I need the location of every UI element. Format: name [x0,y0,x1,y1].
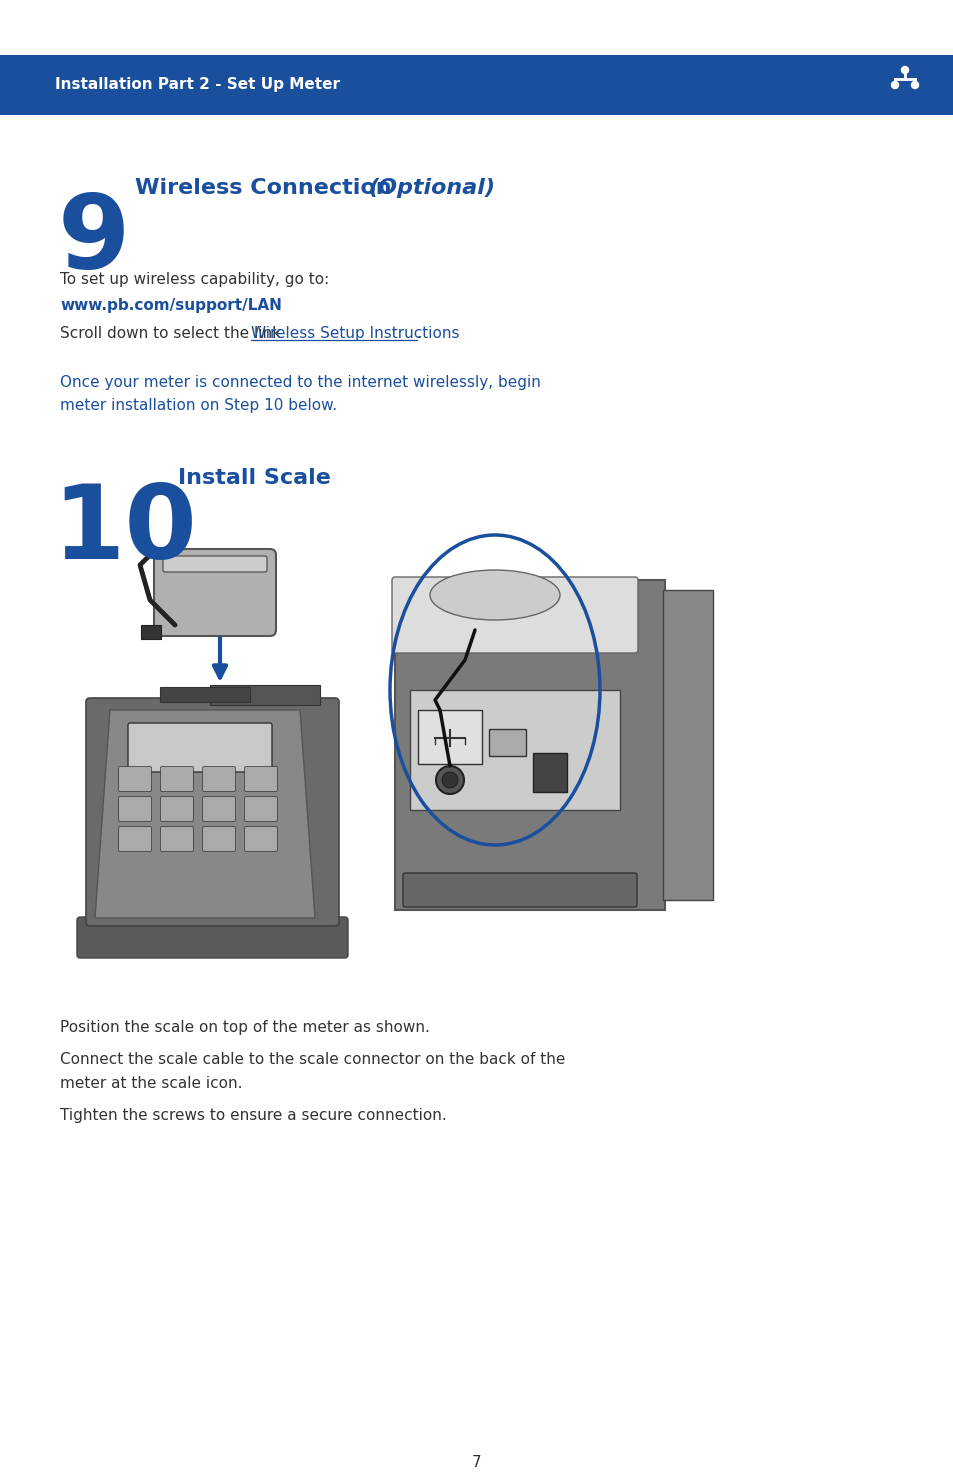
FancyBboxPatch shape [533,754,566,792]
Ellipse shape [430,569,559,620]
FancyBboxPatch shape [160,826,193,851]
FancyBboxPatch shape [244,767,277,792]
Circle shape [901,66,907,74]
FancyBboxPatch shape [160,767,193,792]
Polygon shape [95,709,314,917]
Text: meter installation on Step 10 below.: meter installation on Step 10 below. [60,398,336,413]
FancyBboxPatch shape [0,55,953,115]
FancyBboxPatch shape [662,590,712,900]
FancyBboxPatch shape [402,873,637,907]
Text: To set up wireless capability, go to:: To set up wireless capability, go to: [60,271,329,288]
FancyBboxPatch shape [86,698,338,926]
Text: www.pb.com/support/LAN: www.pb.com/support/LAN [60,298,281,313]
Circle shape [436,766,463,794]
Text: 10: 10 [52,479,196,581]
Text: Wireless Setup Instructions: Wireless Setup Instructions [251,326,458,341]
FancyBboxPatch shape [118,767,152,792]
Text: Position the scale on top of the meter as shown.: Position the scale on top of the meter a… [60,1021,430,1035]
Text: Install Scale: Install Scale [178,468,331,488]
FancyBboxPatch shape [202,767,235,792]
FancyBboxPatch shape [202,796,235,822]
FancyBboxPatch shape [163,556,267,572]
Text: Once your meter is connected to the internet wirelessly, begin: Once your meter is connected to the inte… [60,375,540,389]
Text: Scroll down to select the link: Scroll down to select the link [60,326,286,341]
Circle shape [910,81,918,88]
FancyBboxPatch shape [244,826,277,851]
Text: meter at the scale icon.: meter at the scale icon. [60,1075,242,1091]
FancyBboxPatch shape [489,729,525,757]
Circle shape [441,771,457,788]
FancyBboxPatch shape [160,687,250,702]
FancyBboxPatch shape [77,917,348,957]
Text: Tighten the screws to ensure a secure connection.: Tighten the screws to ensure a secure co… [60,1108,446,1122]
Text: (Optional): (Optional) [368,178,495,198]
Text: Installation Part 2 - Set Up Meter: Installation Part 2 - Set Up Meter [55,78,339,93]
FancyBboxPatch shape [395,580,664,910]
FancyBboxPatch shape [392,577,638,653]
FancyBboxPatch shape [118,826,152,851]
Text: Connect the scale cable to the scale connector on the back of the: Connect the scale cable to the scale con… [60,1052,565,1066]
FancyBboxPatch shape [244,796,277,822]
FancyBboxPatch shape [128,723,272,771]
Text: .: . [416,326,421,341]
Text: Wireless Connection: Wireless Connection [135,178,399,198]
FancyBboxPatch shape [160,796,193,822]
FancyBboxPatch shape [153,549,275,636]
Circle shape [890,81,898,88]
FancyBboxPatch shape [410,690,619,810]
FancyBboxPatch shape [417,709,481,764]
FancyBboxPatch shape [210,684,319,705]
FancyBboxPatch shape [118,796,152,822]
Text: 7: 7 [472,1454,481,1471]
FancyBboxPatch shape [141,625,161,639]
FancyBboxPatch shape [202,826,235,851]
Text: 9: 9 [58,190,131,291]
